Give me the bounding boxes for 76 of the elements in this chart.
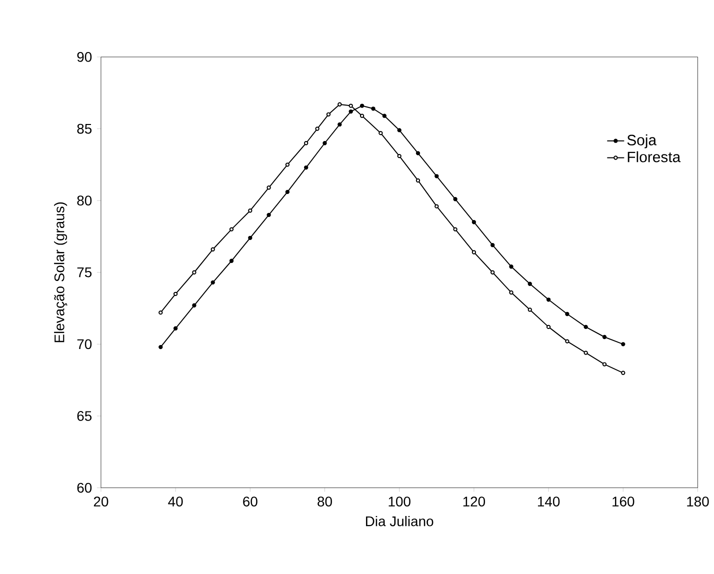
point xyxy=(472,250,476,254)
x-tick-label: 160 xyxy=(612,496,634,507)
x-tick-label: 120 xyxy=(463,496,486,507)
point xyxy=(326,112,331,117)
point xyxy=(266,212,271,218)
point xyxy=(397,128,402,132)
legend-label: Soja xyxy=(627,134,657,148)
point xyxy=(322,141,327,146)
point xyxy=(416,151,420,156)
x-tick-label: 140 xyxy=(538,496,560,507)
point xyxy=(584,324,588,330)
point xyxy=(248,208,252,213)
point xyxy=(360,104,364,108)
point xyxy=(602,362,607,367)
y-tick-label: 80 xyxy=(77,196,92,206)
x-tick-label: 60 xyxy=(243,496,258,507)
point xyxy=(285,162,290,167)
x-tick-label: 20 xyxy=(94,496,108,507)
point xyxy=(397,154,402,158)
y-tick-label: 65 xyxy=(77,411,92,422)
point xyxy=(158,345,163,350)
point xyxy=(434,204,439,209)
point xyxy=(348,110,353,114)
point xyxy=(490,270,495,275)
point xyxy=(229,258,234,264)
point xyxy=(546,324,551,330)
point xyxy=(304,141,308,146)
point xyxy=(338,102,342,107)
legend-label: Floresta xyxy=(628,151,681,162)
point xyxy=(210,247,215,252)
y-tick-label: 75 xyxy=(77,268,92,278)
point xyxy=(472,220,476,224)
y-tick-label: 90 xyxy=(77,52,92,62)
point xyxy=(360,114,364,118)
point xyxy=(565,339,570,344)
y-tick-label: 70 xyxy=(77,339,92,350)
point xyxy=(285,190,290,194)
point xyxy=(192,270,196,275)
point xyxy=(602,335,607,340)
point xyxy=(453,227,458,232)
point xyxy=(210,280,215,285)
point xyxy=(266,186,271,190)
point xyxy=(192,303,196,308)
point xyxy=(371,106,376,111)
point xyxy=(382,114,387,118)
x-tick-label: 180 xyxy=(687,496,709,507)
point xyxy=(434,174,439,178)
point xyxy=(621,342,626,346)
point xyxy=(490,243,495,248)
point xyxy=(173,292,178,296)
point xyxy=(546,298,551,302)
y-axis-title: Elevação Solar (graus) xyxy=(54,202,68,342)
point xyxy=(509,290,514,295)
point xyxy=(528,282,532,286)
x-axis-title: Dia Juliano xyxy=(366,516,434,526)
point xyxy=(565,312,570,316)
point xyxy=(229,227,234,232)
x-tick-label: 80 xyxy=(318,496,332,507)
point xyxy=(304,166,308,170)
point xyxy=(416,178,420,183)
point xyxy=(158,310,163,315)
point xyxy=(338,122,342,127)
y-tick-label: 85 xyxy=(77,124,92,134)
y-tick-label: 60 xyxy=(77,482,92,493)
point xyxy=(453,197,458,202)
x-tick-label: 40 xyxy=(168,496,183,507)
point xyxy=(509,264,514,269)
point xyxy=(348,104,353,108)
point xyxy=(528,308,532,312)
point xyxy=(378,131,383,136)
x-tick-label: 100 xyxy=(388,496,410,507)
point xyxy=(248,236,252,240)
point xyxy=(584,350,588,356)
point xyxy=(621,370,626,376)
point xyxy=(315,126,320,131)
point xyxy=(173,326,178,331)
